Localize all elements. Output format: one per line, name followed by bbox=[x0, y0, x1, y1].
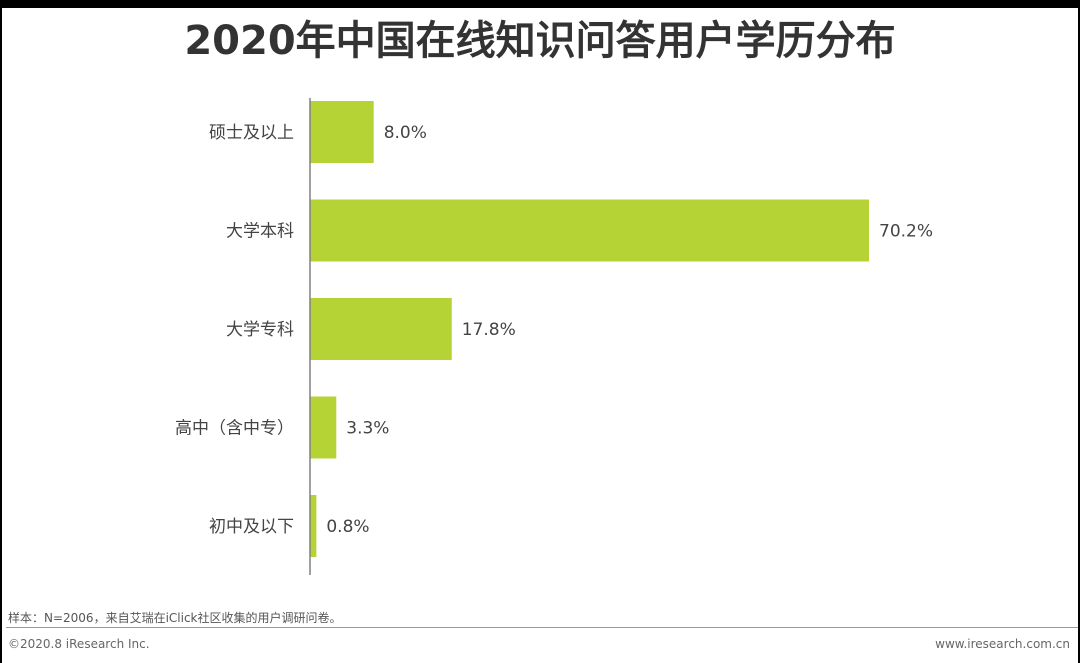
chart-title: 2020年中国在线知识问答用户学历分布 bbox=[184, 18, 896, 64]
category-label-2: 大学本科 bbox=[226, 222, 294, 242]
bar-2 bbox=[310, 199, 869, 262]
footer-divider bbox=[6, 627, 1078, 628]
value-label-1: 8.0% bbox=[384, 123, 427, 143]
value-label-4: 3.3% bbox=[346, 419, 389, 439]
bar-3 bbox=[310, 298, 452, 360]
slide: 2020年中国在线知识问答用户学历分布 硕士及以上 8.0% 大学本科 70.2% 大学… bbox=[2, 8, 1078, 663]
value-label-2: 70.2% bbox=[879, 222, 933, 242]
category-label-4: 高中（含中专） bbox=[175, 419, 294, 439]
copyright-text: ©2020.8 iResearch Inc. bbox=[8, 637, 150, 651]
category-label-1: 硕士及以上 bbox=[209, 123, 294, 143]
sample-note: 样本：N=2006，来自艾瑞在iClick社区收集的用户调研问卷。 bbox=[8, 611, 342, 625]
bar-5 bbox=[310, 495, 317, 557]
bar-4 bbox=[310, 396, 337, 459]
category-label-3: 大学专科 bbox=[226, 320, 294, 340]
category-label-5: 初中及以下 bbox=[209, 517, 294, 537]
bar-chart: 硕士及以上 8.0% 大学本科 70.2% 大学专科 17.8% 高中（含中专） 3.3% 初中… bbox=[175, 98, 933, 575]
bar-1 bbox=[310, 101, 374, 163]
value-label-5: 0.8% bbox=[326, 517, 369, 537]
website-text: www.iresearch.com.cn bbox=[935, 637, 1070, 651]
value-label-3: 17.8% bbox=[462, 320, 516, 340]
